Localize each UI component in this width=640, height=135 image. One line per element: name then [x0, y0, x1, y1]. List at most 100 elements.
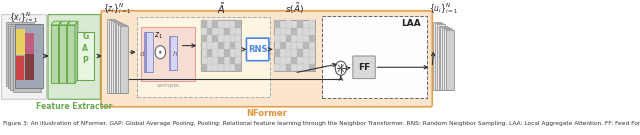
Bar: [201, 28, 207, 35]
Bar: [146, 33, 153, 72]
Bar: [438, 26, 447, 90]
Bar: [309, 20, 315, 28]
Bar: [67, 25, 75, 83]
Text: G
A
P: G A P: [83, 32, 88, 65]
Text: Figure 3: An illustration of NFormer. GAP: Global Average Pooling. Pooling: Rela: Figure 3: An illustration of NFormer. GA…: [3, 121, 640, 126]
Bar: [433, 22, 441, 90]
Polygon shape: [51, 21, 61, 25]
Bar: [236, 49, 241, 57]
Bar: [442, 28, 451, 90]
Bar: [212, 42, 218, 49]
FancyBboxPatch shape: [1, 15, 47, 99]
Bar: [212, 20, 218, 28]
Bar: [111, 21, 119, 93]
Bar: [297, 64, 303, 71]
Bar: [285, 49, 291, 57]
Bar: [201, 64, 207, 71]
Polygon shape: [58, 21, 61, 83]
Text: FF: FF: [358, 63, 370, 72]
Bar: [303, 28, 309, 35]
Bar: [59, 25, 67, 83]
Polygon shape: [67, 21, 70, 83]
Text: RNS: RNS: [248, 45, 268, 54]
Bar: [446, 30, 454, 90]
Bar: [168, 36, 175, 70]
Bar: [309, 35, 315, 42]
Bar: [145, 33, 152, 72]
Bar: [144, 33, 150, 72]
Bar: [224, 64, 230, 71]
Bar: [201, 20, 207, 28]
Bar: [291, 57, 297, 64]
Bar: [10, 26, 39, 90]
Bar: [120, 26, 129, 93]
Text: $\tilde{A}$: $\tilde{A}$: [217, 1, 225, 16]
Circle shape: [159, 51, 161, 54]
Bar: [280, 28, 285, 35]
Bar: [207, 49, 212, 57]
Bar: [8, 24, 36, 88]
Bar: [137, 17, 271, 97]
Bar: [107, 19, 115, 93]
Bar: [444, 29, 452, 90]
Bar: [274, 20, 280, 28]
Polygon shape: [75, 21, 78, 83]
Text: $h$: $h$: [172, 49, 177, 58]
Bar: [170, 36, 177, 70]
Bar: [291, 42, 297, 49]
Bar: [218, 28, 224, 35]
Bar: [322, 16, 427, 98]
Bar: [435, 23, 443, 90]
Bar: [436, 24, 445, 90]
Bar: [218, 42, 224, 49]
Bar: [274, 64, 280, 71]
Bar: [280, 42, 285, 49]
Bar: [13, 28, 41, 92]
Bar: [17, 56, 24, 80]
Text: $d$: $d$: [139, 49, 145, 58]
Text: NFormer: NFormer: [246, 109, 287, 118]
Circle shape: [155, 46, 166, 59]
Bar: [280, 57, 285, 64]
Text: sample: sample: [156, 83, 179, 88]
Circle shape: [335, 61, 346, 75]
Bar: [201, 35, 207, 42]
Bar: [224, 57, 230, 64]
Bar: [236, 64, 241, 71]
Bar: [218, 57, 224, 64]
Bar: [207, 20, 212, 28]
Bar: [212, 35, 218, 42]
Bar: [440, 27, 449, 90]
Bar: [15, 24, 44, 88]
FancyBboxPatch shape: [353, 56, 375, 79]
Polygon shape: [59, 21, 70, 25]
Bar: [230, 49, 236, 57]
Bar: [207, 42, 212, 49]
Bar: [6, 22, 35, 86]
Bar: [297, 35, 303, 42]
Bar: [285, 64, 291, 71]
Bar: [309, 49, 315, 57]
Bar: [274, 49, 280, 57]
Bar: [201, 20, 241, 71]
Bar: [230, 57, 236, 64]
Text: $z_1$: $z_1$: [154, 31, 163, 41]
Text: LAA: LAA: [401, 19, 421, 28]
Bar: [109, 20, 117, 93]
Bar: [274, 35, 280, 42]
FancyBboxPatch shape: [101, 11, 432, 107]
Bar: [218, 35, 224, 42]
Bar: [303, 57, 309, 64]
Bar: [285, 20, 291, 28]
Bar: [17, 29, 26, 55]
Bar: [141, 27, 195, 81]
Bar: [116, 24, 125, 93]
FancyBboxPatch shape: [48, 15, 100, 99]
Bar: [274, 20, 315, 71]
Bar: [303, 42, 309, 49]
Bar: [309, 64, 315, 71]
Bar: [224, 49, 230, 57]
Bar: [230, 35, 236, 42]
Bar: [115, 23, 123, 93]
Bar: [51, 25, 58, 83]
